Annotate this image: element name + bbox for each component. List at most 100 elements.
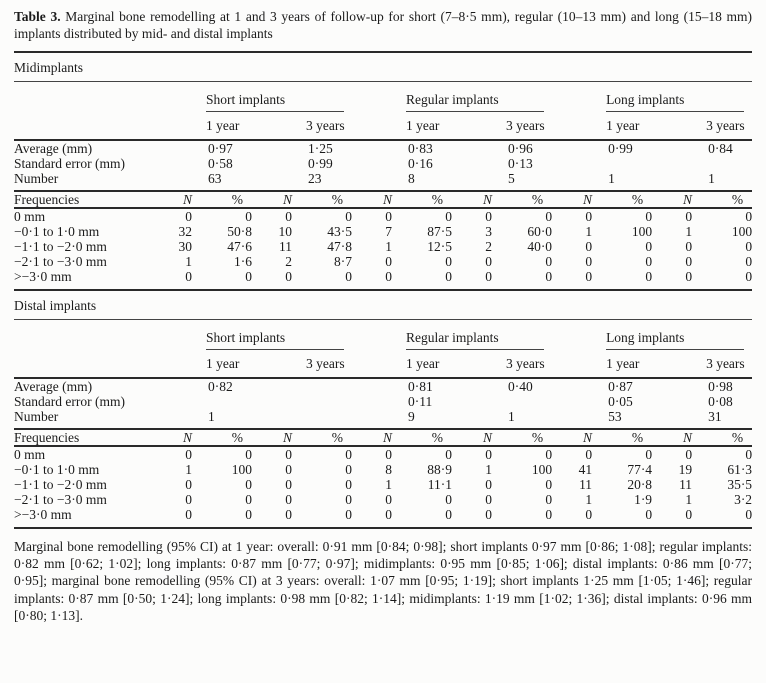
pct-value: 47·8 <box>327 239 353 254</box>
n-value: 0 <box>485 447 493 462</box>
pct-value: 0 <box>545 477 553 492</box>
n-value: 0 <box>352 507 393 529</box>
pct-header: % <box>292 191 353 209</box>
stat-value: 0·99 <box>308 156 333 171</box>
n-value: 0 <box>185 492 192 507</box>
column-group-label: Short implants <box>206 92 345 112</box>
n-value: 10 <box>278 224 293 239</box>
n-value: 0 <box>552 507 593 529</box>
stat-value: 0·16 <box>408 156 433 171</box>
stat-row-standard-error: Standard error (mm) 0·58 0·99 0·16 0·13 <box>14 156 752 171</box>
stat-value: 0·82 <box>208 379 233 394</box>
pct-value: 0 <box>492 507 553 529</box>
pct-value: 0 <box>645 209 653 224</box>
frequency-row: 0 mm 0 0 0 0 0 0 0 0 0 0 0 0 <box>14 446 752 462</box>
n-header: N <box>252 191 292 209</box>
frequency-row: 0 mm 0 0 0 0 0 0 0 0 0 0 0 0 <box>14 208 752 224</box>
n-value: 7 <box>385 224 393 239</box>
stat-value: 0·83 <box>408 141 433 156</box>
n-value: 1 <box>585 492 593 507</box>
table-number: Table 3. <box>14 9 61 24</box>
n-header: N <box>152 191 192 209</box>
stat-value: 0·40 <box>508 379 533 394</box>
n-header: N <box>652 429 693 447</box>
pct-header: % <box>292 429 353 447</box>
spacer-cell <box>14 350 152 379</box>
n-value: 0 <box>452 507 493 529</box>
year-header: 1 year <box>152 112 252 141</box>
stat-value: 0·81 <box>408 379 433 394</box>
row-label: Frequencies <box>14 429 152 447</box>
year-header: 3 years <box>652 112 753 141</box>
pct-header: % <box>192 191 252 209</box>
n-value: 0 <box>585 254 593 269</box>
pct-value: 8·7 <box>334 254 353 269</box>
stat-row-number: Number 1 9 1 53 31 <box>14 409 753 430</box>
stat-value: 1·25 <box>308 141 333 156</box>
stat-value: 53 <box>552 409 653 430</box>
n-value: 0 <box>252 269 292 291</box>
n-value: 41 <box>578 462 593 477</box>
pct-header: % <box>492 191 553 209</box>
n-value: 1 <box>485 462 493 477</box>
frequency-row: −1·1 to −2·0 mm 30 47·6 11 47·8 1 12·5 2 40·… <box>14 239 752 254</box>
year-header: 3 years <box>452 350 553 379</box>
year-header: 3 years <box>252 350 353 379</box>
n-value: 0 <box>385 209 393 224</box>
pct-value: 0 <box>745 239 753 254</box>
stat-value: 0·97 <box>208 141 233 156</box>
table-caption: Table 3. Marginal bone remodelling at 1 … <box>14 8 752 42</box>
stat-value: 0·05 <box>608 394 633 409</box>
section-title-distal-implants: Distal implants <box>14 291 752 320</box>
pct-value: 0 <box>692 507 753 529</box>
n-value: 11 <box>579 477 593 492</box>
pct-value: 0 <box>592 269 653 291</box>
group-header-row: Short implants Regular implants Long imp… <box>14 82 752 112</box>
pct-value: 0 <box>645 239 653 254</box>
stat-value: 0·98 <box>708 379 733 394</box>
distal-implants-table: Short implants Regular implants Long imp… <box>14 320 753 529</box>
n-value: 0 <box>552 269 593 291</box>
column-group-long: Long implants <box>552 82 752 112</box>
row-label: Number <box>14 171 152 192</box>
stat-value <box>152 394 252 409</box>
stat-value: 9 <box>352 409 453 430</box>
pct-value: 0 <box>192 507 252 529</box>
year-header: 3 years <box>252 112 353 141</box>
stat-value <box>252 378 352 394</box>
pct-value: 0 <box>392 507 453 529</box>
n-value: 1 <box>385 477 393 492</box>
pct-value: 0 <box>245 492 252 507</box>
pct-value: 0 <box>645 447 653 462</box>
pct-value: 35·5 <box>727 477 753 492</box>
pct-value: 0 <box>745 447 753 462</box>
row-label: >−3·0 mm <box>14 507 152 529</box>
pct-value: 0 <box>345 209 353 224</box>
pct-value: 1·9 <box>634 492 653 507</box>
pct-value: 0 <box>545 492 553 507</box>
year-header: 1 year <box>152 350 252 379</box>
column-group-label: Regular implants <box>406 330 545 350</box>
pct-value: 88·9 <box>427 462 453 477</box>
pct-value: 0 <box>545 209 553 224</box>
n-value: 0 <box>452 269 493 291</box>
pct-value: 0 <box>645 254 653 269</box>
row-label: −2·1 to −3·0 mm <box>14 254 107 269</box>
n-value: 2 <box>285 254 292 269</box>
n-value: 0 <box>652 507 693 529</box>
stat-row-number: Number 63 23 8 5 1 1 <box>14 171 753 192</box>
n-value: 0 <box>185 209 192 224</box>
stat-value: 5 <box>452 171 553 192</box>
pct-value: 0 <box>245 477 252 492</box>
stat-value: 1 <box>552 171 653 192</box>
n-value: 0 <box>352 269 393 291</box>
n-value: 11 <box>279 239 292 254</box>
stat-value: 1 <box>652 171 753 192</box>
spacer-cell <box>14 82 152 112</box>
pct-value: 0 <box>392 269 453 291</box>
stat-value <box>252 409 353 430</box>
pct-value: 11·1 <box>427 477 453 492</box>
column-group-short: Short implants <box>152 82 352 112</box>
pct-value: 0 <box>245 447 252 462</box>
